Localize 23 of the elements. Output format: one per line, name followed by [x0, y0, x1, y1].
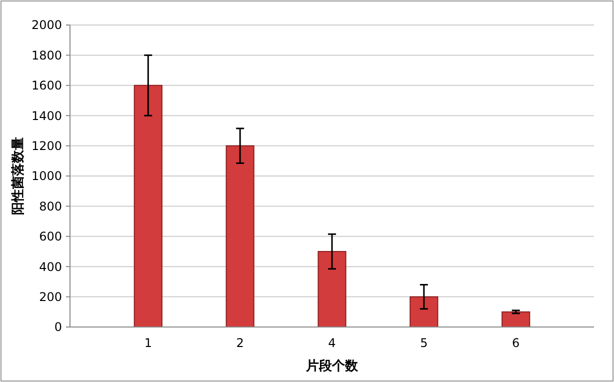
- y-tick-label: 1200: [31, 139, 62, 153]
- x-tick-label: 4: [328, 336, 336, 350]
- bar: [134, 84, 162, 328]
- x-tick-label: 6: [512, 336, 520, 350]
- y-tick-label: 800: [39, 199, 62, 214]
- y-tick-label: 2000: [31, 18, 62, 32]
- y-tick-label: 1600: [31, 78, 62, 93]
- y-tick-label: 600: [39, 230, 62, 244]
- x-axis-title: 片段个数: [305, 359, 359, 374]
- bar: [502, 311, 530, 328]
- x-tick-label: 1: [144, 336, 152, 350]
- y-tick-label: 1000: [31, 169, 62, 184]
- bar: [318, 251, 346, 328]
- x-tick-label: 5: [420, 336, 428, 350]
- y-axis-title: 阳性菌落数量: [11, 137, 26, 215]
- y-tick-label: 1800: [31, 48, 62, 62]
- x-tick-label: 2: [236, 336, 244, 350]
- bar: [410, 296, 438, 328]
- y-tick-label: 400: [39, 260, 62, 274]
- y-tick-label: 1400: [31, 108, 62, 123]
- y-tick-label: 200: [39, 290, 62, 304]
- y-tick-label: 0: [54, 320, 62, 334]
- bar: [226, 145, 254, 328]
